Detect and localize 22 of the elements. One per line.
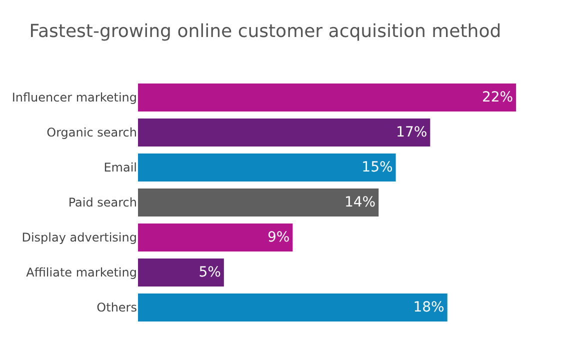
bar [138,118,430,146]
bar [138,258,224,286]
data-label: 9% [267,230,290,246]
y-tick-label: Paid search [68,196,137,210]
data-label: 5% [198,264,221,280]
data-label: 17% [396,124,428,140]
data-label: 14% [344,194,376,210]
y-tick-label: Email [104,160,137,175]
data-label: 22% [482,90,514,106]
y-tick-label: Display advertising [22,230,137,245]
chart-title: Fastest-growing online customer acquisition method [29,20,502,42]
data-label: 15% [362,160,393,176]
bar [138,84,516,112]
y-tick-label: Affiliate marketing [26,266,137,280]
y-tick-label: Organic search [46,126,137,140]
y-tick-label: Influencer marketing [12,90,137,105]
bar [138,188,379,216]
data-label: 18% [413,300,444,316]
y-tick-label: Others [96,300,137,315]
bar [138,224,293,252]
bar [138,294,448,322]
bar [138,154,396,182]
